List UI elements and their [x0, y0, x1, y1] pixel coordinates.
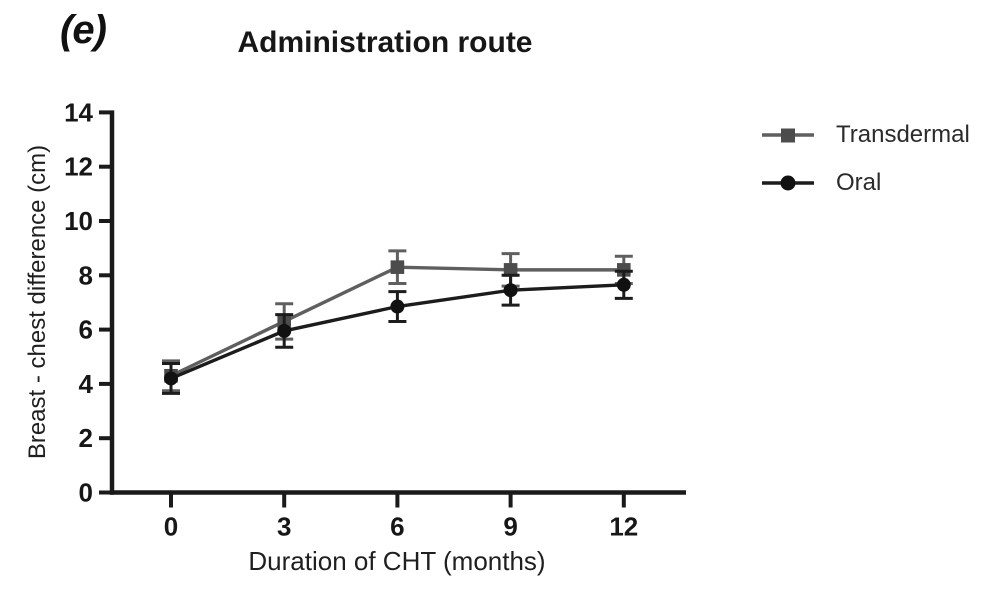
data-point-marker-circle: [164, 371, 178, 386]
chart-title: Administration route: [237, 26, 533, 59]
legend-label-oral: Oral: [836, 169, 882, 196]
legend-item-transdermal: Transdermal: [762, 118, 1008, 152]
y-tick-label: 10: [64, 206, 93, 236]
legend-item-oral: Oral: [762, 166, 1008, 200]
x-tick-label: 3: [277, 512, 291, 542]
x-tick-label: 0: [164, 512, 178, 542]
y-tick-label: 2: [79, 423, 93, 453]
transdermal-series-marker-icon: [762, 128, 814, 143]
y-tick-label: 8: [79, 260, 93, 290]
x-tick-label: 6: [390, 512, 404, 542]
data-point-marker-square: [503, 263, 518, 277]
data-point-marker-circle: [390, 299, 405, 314]
oral-series-marker-icon: [762, 175, 814, 191]
chart-legend: Transdermal Oral: [762, 118, 1008, 214]
y-tick-label: 4: [79, 369, 94, 399]
x-axis-label: Duration of CHT (months): [248, 546, 546, 576]
data-point-marker-circle: [503, 283, 518, 298]
data-point-marker-circle: [616, 277, 631, 292]
panel-label: (e): [60, 8, 107, 52]
y-tick-label: 6: [79, 315, 93, 345]
x-tick-label: 12: [609, 512, 638, 542]
y-tick-label: 0: [79, 478, 93, 508]
y-tick-label: 14: [64, 97, 93, 127]
data-point-marker-square: [390, 260, 405, 274]
x-tick-label: 9: [503, 512, 517, 542]
legend-label-transdermal: Transdermal: [836, 121, 970, 148]
y-tick-label: 12: [64, 152, 93, 182]
data-point-marker-circle: [277, 323, 292, 338]
